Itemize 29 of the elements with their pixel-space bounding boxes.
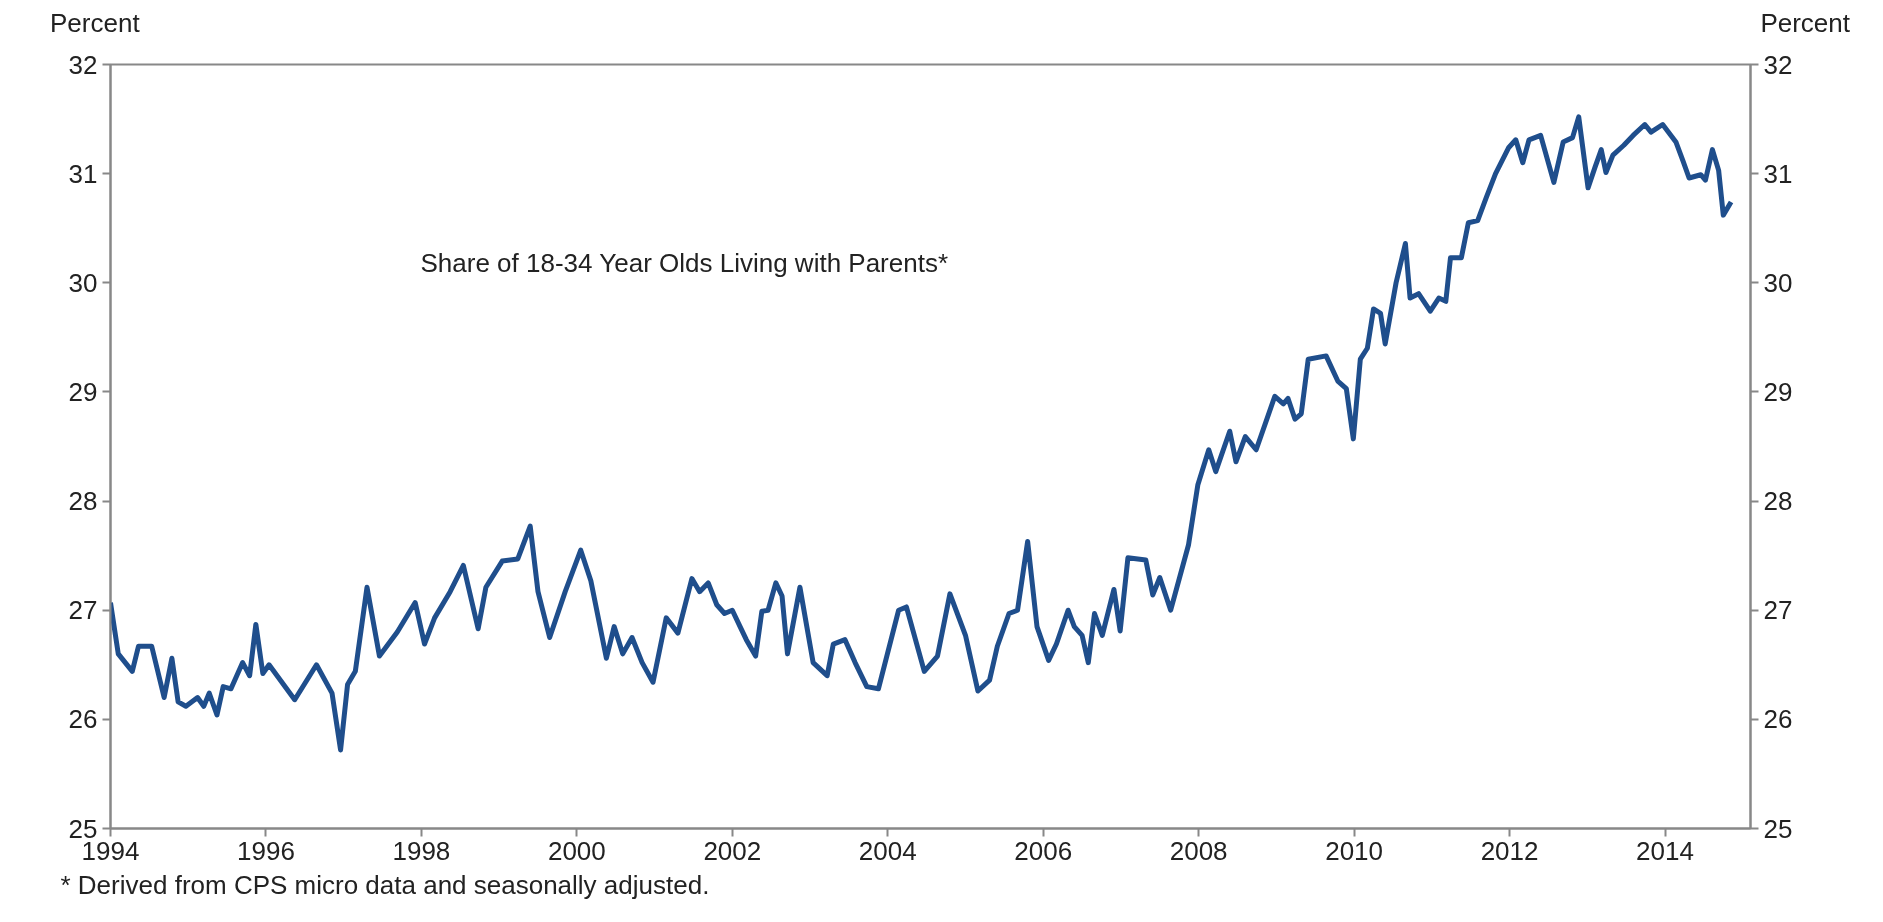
y2-tick-label: 25 [1763, 813, 1793, 844]
y2-tick-label: 30 [1763, 267, 1793, 298]
y-tick-label: 27 [68, 595, 98, 626]
y2-tick-label: 27 [1763, 595, 1793, 626]
x-tick-label: 1998 [392, 835, 451, 866]
y-tick-label: 31 [68, 158, 98, 189]
y2-tick-label: 26 [1763, 704, 1793, 735]
x-tick-label: 2010 [1325, 835, 1384, 866]
y-tick-label: 29 [68, 376, 98, 407]
y2-tick-label: 32 [1763, 49, 1793, 80]
y2-tick-label: 28 [1763, 486, 1793, 517]
x-tick-label: 2006 [1014, 835, 1073, 866]
x-tick-label: 2002 [703, 835, 762, 866]
y2-tick-label: 29 [1763, 376, 1793, 407]
y-tick-label: 30 [68, 267, 98, 298]
x-tick-label: 2000 [547, 835, 606, 866]
y2-tick-label: 31 [1763, 158, 1793, 189]
y2-axis-title: Percent [1760, 7, 1850, 40]
x-tick-label: 1996 [237, 835, 295, 866]
y-tick-label: 32 [68, 49, 98, 80]
text: * Derived from CPS micro data and seasonally adjusted. [60, 869, 710, 900]
text: Share of 18-34 Year Olds Living with Parents* [420, 248, 949, 279]
y-tick-label: 26 [68, 704, 98, 735]
x-tick-label: 2008 [1169, 835, 1228, 866]
y-axis-title: Percent [50, 7, 140, 40]
x-tick-label: 2014 [1636, 835, 1694, 866]
x-tick-label: 2004 [858, 835, 917, 866]
y-tick-label: 28 [68, 486, 98, 517]
x-tick-label: 2012 [1480, 835, 1539, 866]
